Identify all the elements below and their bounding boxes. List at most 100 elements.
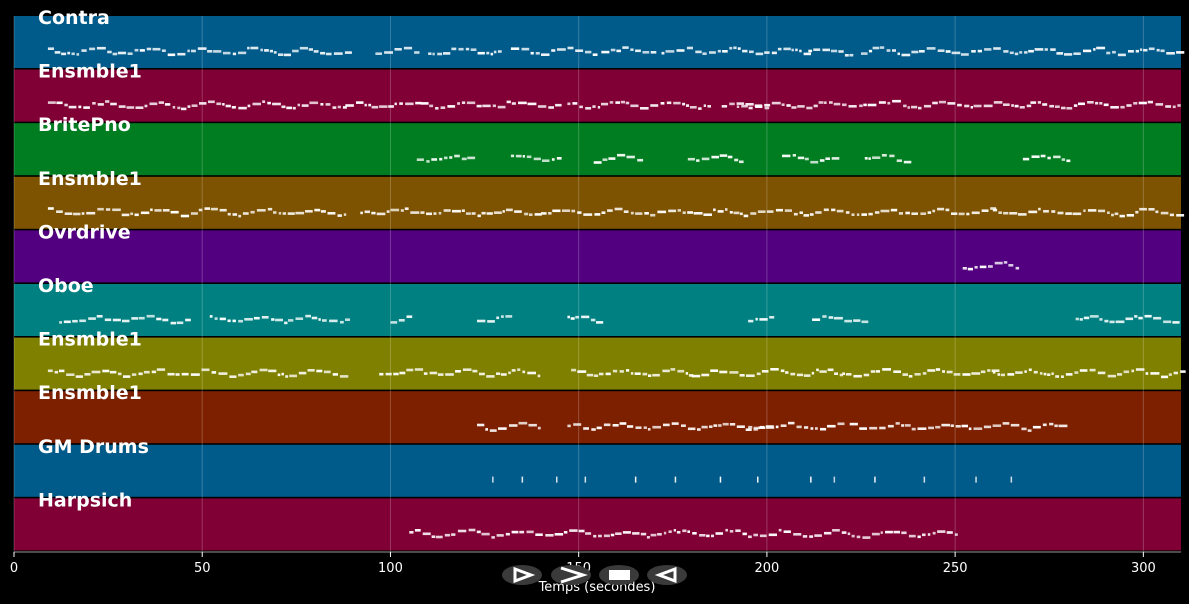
note: [644, 212, 649, 215]
note: [455, 370, 461, 373]
note: [537, 105, 547, 108]
note: [960, 53, 969, 56]
note: [79, 319, 86, 323]
stop-button[interactable]: [599, 565, 639, 585]
note: [431, 535, 436, 538]
note: [1015, 266, 1020, 270]
note: [780, 424, 787, 427]
note: [711, 534, 714, 538]
note: [461, 157, 467, 161]
note: [619, 370, 624, 373]
note: [722, 50, 728, 53]
note: [371, 105, 379, 109]
note: [1093, 48, 1096, 51]
track-lane-7: [14, 337, 1181, 390]
note: [218, 372, 228, 375]
note: [506, 100, 511, 104]
forward-button[interactable]: [551, 565, 591, 585]
note: [282, 212, 287, 215]
note: [945, 50, 951, 53]
note: [162, 318, 169, 322]
note: [83, 106, 90, 109]
note: [979, 265, 987, 269]
back-icon: [654, 566, 677, 584]
note: [1011, 104, 1014, 107]
track-label-2: Ensmble1: [38, 61, 142, 83]
note: [721, 105, 728, 108]
note: [702, 52, 707, 55]
note: [777, 47, 782, 51]
note: [286, 106, 293, 110]
note: [758, 426, 766, 429]
note: [620, 100, 625, 104]
note: [824, 531, 832, 535]
note: [666, 101, 672, 105]
note: [605, 372, 611, 376]
note: [1055, 375, 1060, 378]
note: [414, 368, 424, 371]
note: [1047, 156, 1051, 160]
note: [980, 370, 986, 374]
play-button[interactable]: [502, 565, 542, 585]
note: [1022, 157, 1030, 161]
note: [496, 372, 501, 375]
note: [1169, 213, 1174, 217]
note: [871, 532, 880, 536]
note: [898, 212, 903, 215]
note: [452, 209, 461, 213]
note: [375, 52, 382, 55]
note: [437, 52, 443, 56]
note: [181, 372, 189, 376]
note: [541, 53, 550, 56]
note: [1150, 372, 1160, 375]
note: [519, 530, 525, 534]
note: [318, 318, 321, 321]
note: [1156, 48, 1160, 52]
note: [771, 101, 781, 105]
note: [647, 428, 651, 431]
note: [1040, 154, 1046, 158]
note: [974, 266, 978, 269]
note: [267, 101, 271, 105]
note: [687, 157, 695, 161]
note: [1126, 214, 1134, 217]
note: [665, 50, 675, 53]
note: [799, 49, 802, 53]
note: [1008, 264, 1014, 267]
track-lane-6: [14, 284, 1181, 336]
note: [1107, 211, 1110, 214]
note: [1117, 373, 1123, 376]
note: [1003, 103, 1010, 106]
note: [907, 106, 910, 109]
note: [847, 532, 851, 536]
note: [1148, 47, 1155, 51]
note: [1044, 48, 1048, 51]
note: [191, 104, 198, 107]
note: [201, 368, 210, 372]
note: [810, 427, 814, 430]
note: [1021, 427, 1027, 431]
note: [557, 48, 566, 51]
note: [670, 368, 676, 371]
note: [615, 101, 620, 104]
note: [863, 103, 867, 107]
note: [264, 49, 269, 52]
note: [988, 265, 993, 268]
note: [56, 210, 63, 213]
note: [1135, 368, 1145, 371]
note: [238, 373, 244, 377]
note: [682, 102, 686, 106]
note: [345, 104, 354, 107]
note: [295, 211, 305, 215]
note: [796, 373, 804, 377]
note: [275, 318, 283, 322]
x-axis: 050100150200250300: [10, 551, 1181, 576]
note: [998, 211, 1002, 214]
note: [529, 213, 533, 216]
back-button[interactable]: [647, 565, 687, 585]
note: [815, 427, 818, 430]
note: [677, 369, 685, 373]
note: [671, 422, 679, 425]
note: [790, 372, 796, 376]
note: [461, 209, 465, 212]
